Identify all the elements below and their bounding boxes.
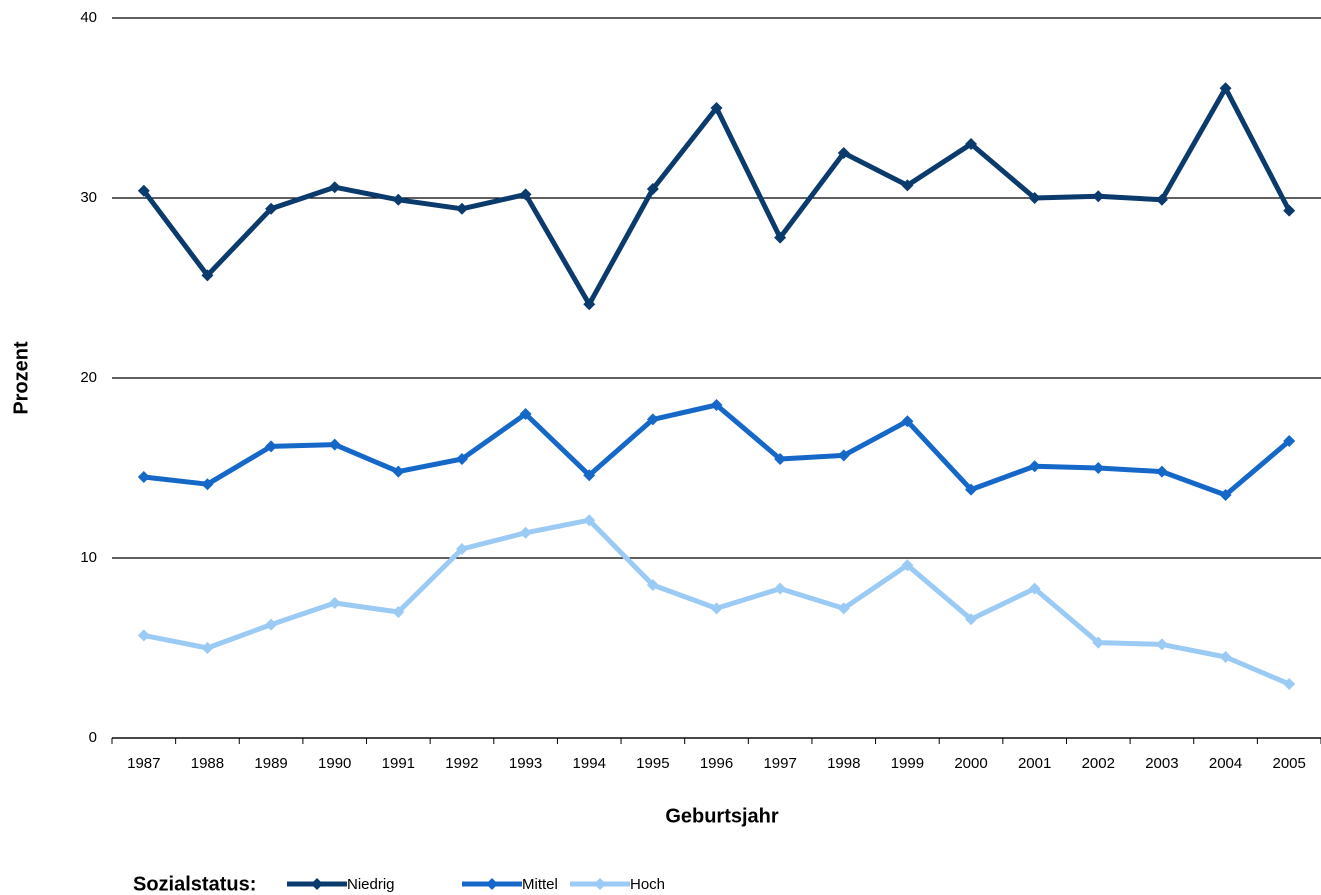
marker [901,179,914,192]
y-tick-label: 20 [80,369,97,386]
marker [137,629,150,642]
marker [1283,435,1296,447]
x-tick-label: 1993 [509,755,542,772]
x-tick-label: 2003 [1145,755,1178,772]
marker [328,597,341,609]
marker [710,102,723,114]
marker [646,413,659,426]
marker [265,202,278,215]
legend-title: Sozialstatus: [133,873,256,895]
x-tick-label: 1987 [127,755,160,772]
y-tick-label: 30 [80,189,97,206]
x-tick-label: 2002 [1082,755,1115,772]
marker [837,602,850,615]
marker [1092,636,1105,649]
marker [583,469,596,482]
marker [519,188,532,201]
x-tick-label: 2000 [954,755,987,772]
marker [710,602,723,615]
marker [1219,82,1232,95]
marker [392,465,405,478]
x-tick-label: 1991 [382,755,415,772]
x-tick-label: 1996 [700,755,733,772]
marker [328,181,341,194]
marker [774,453,787,465]
y-tick-label: 10 [80,549,97,566]
x-tick-label: 1997 [763,755,796,772]
marker [646,579,659,591]
marker [965,138,978,150]
legend-marker [594,878,606,890]
y-tick-label: 0 [89,729,97,746]
marker [201,642,214,654]
line [143,402,1291,498]
line [141,85,1292,307]
marker [1283,204,1296,217]
marker [1155,193,1168,206]
x-tick-label: 1990 [318,755,351,772]
x-tick-label: 2005 [1272,755,1305,772]
marker [265,440,278,453]
marker [455,543,468,555]
marker [774,231,787,244]
marker [392,193,405,206]
marker [328,438,341,451]
x-tick-label: 2004 [1209,755,1242,772]
marker [583,514,596,527]
marker [1092,462,1105,474]
x-tick-label: 1989 [254,755,287,772]
marker [901,415,914,428]
marker [455,202,468,215]
marker [137,471,150,483]
marker [1155,465,1168,478]
legend-marker [486,878,498,890]
marker [519,526,532,539]
marker [201,478,214,491]
x-tick-label: 1998 [827,755,860,772]
marker [201,269,214,282]
marker [710,399,723,411]
marker [1028,460,1041,473]
marker [837,449,850,462]
marker [583,298,596,311]
x-tick-label: 1999 [891,755,924,772]
marker [1092,190,1105,203]
legend-marker [311,878,323,890]
x-tick-label: 2001 [1018,755,1051,772]
marker [837,147,850,159]
marker [965,613,978,626]
marker [455,453,468,465]
marker [1219,651,1232,663]
marker [137,184,150,197]
marker [965,483,978,496]
marker [1028,582,1041,595]
x-tick-label: 1992 [445,755,478,772]
marker [1283,678,1296,690]
marker [1028,192,1041,204]
legend-label: Niedrig [347,876,395,893]
y-tick-label: 40 [80,9,97,26]
line [143,517,1291,687]
x-axis-label: Geburtsjahr [665,805,779,827]
marker [1155,638,1168,651]
marker [392,606,405,618]
x-tick-label: 1995 [636,755,669,772]
legend-label: Mittel [522,876,558,893]
y-axis-label: Prozent [10,341,32,415]
marker [901,559,914,572]
x-tick-label: 1994 [573,755,606,772]
marker [1219,489,1232,501]
x-tick-label: 1988 [191,755,224,772]
marker [519,408,532,420]
legend-label: Hoch [630,876,665,893]
marker [646,183,659,195]
marker [265,618,278,631]
marker [774,582,787,595]
